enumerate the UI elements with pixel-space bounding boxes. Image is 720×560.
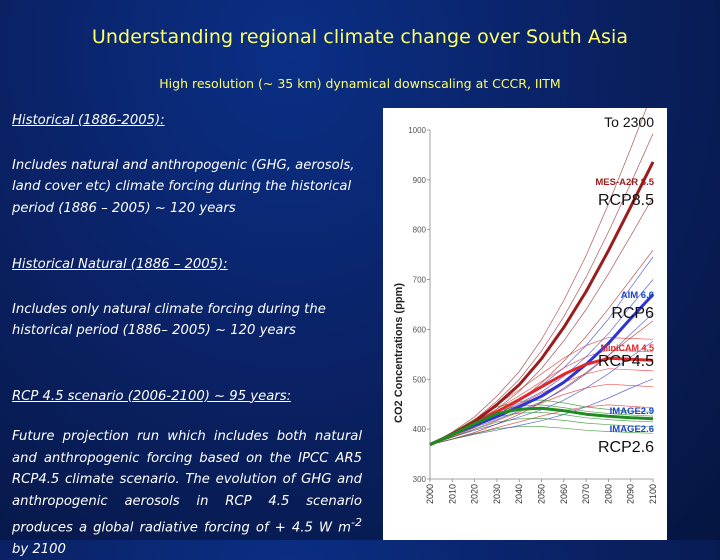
chart-series — [429, 161, 655, 446]
x-tick-label: 2090 — [626, 484, 636, 504]
x-tick-label: 2000 — [425, 484, 435, 504]
x-tick-label: 2020 — [470, 484, 480, 504]
section-heading-rcp45: RCP 4.5 scenario (2006-2100) ~ 95 years: — [12, 388, 292, 404]
section-body-historical-natural: Includes only natural climate forcing du… — [12, 301, 326, 339]
x-tick-label: 2070 — [581, 484, 591, 504]
y-tick-label: 300 — [413, 475, 427, 484]
ensemble-line-rcp6 — [429, 378, 654, 445]
co2-chart-svg: 300 400 500 600 700 800 900 1000 2000 2010 2020 203… — [393, 91, 658, 504]
chart-axes: 300 400 500 600 700 800 900 1000 2000 2010 2020 203… — [408, 126, 658, 504]
rcp45-body-text: Future projection run which includes bot… — [12, 429, 362, 536]
ensemble-line-rcp26 — [429, 399, 654, 445]
ensemble-line-rcp6 — [429, 341, 654, 445]
section-body-historical: Includes natural and anthropogenic (GHG,… — [12, 157, 355, 216]
x-tick-label: 2080 — [603, 484, 613, 504]
ensemble-line-rcp26 — [429, 418, 654, 445]
slide-title: Understanding regional climate change ov… — [91, 26, 629, 48]
ensemble-line-rcp85 — [429, 320, 654, 445]
text-column: Historical (1886-2005): Includes natural… — [12, 110, 362, 560]
ensemble-line-rcp85 — [429, 91, 654, 445]
section-heading-historical: Historical (1886-2005): — [12, 113, 165, 128]
chart-title: To 2300 — [604, 114, 654, 130]
y-tick-label: 900 — [413, 176, 427, 185]
x-tick-label: 2050 — [537, 484, 547, 504]
x-tick-label: 2040 — [514, 484, 524, 504]
section-heading-historical-natural: Historical Natural (1886 – 2005): — [12, 257, 228, 272]
label-rcp6: RCP6 — [611, 305, 654, 322]
unit-exponent: -2 — [351, 516, 362, 529]
y-tick-label: 400 — [413, 425, 427, 434]
ensemble-line-rcp85 — [429, 249, 654, 445]
x-tick-label: 2030 — [492, 484, 502, 504]
y-tick-label: 800 — [413, 226, 427, 235]
label-rcp85: RCP8.5 — [598, 192, 654, 209]
y-tick-label: 1000 — [408, 126, 426, 135]
y-axis-label: CO2 Concentrations (ppm) — [393, 283, 405, 423]
rcp45-body-end: by 2100 — [12, 541, 66, 557]
label-mes-a2r: MES-A2R 8.5 — [595, 177, 654, 188]
label-rcp26: RCP2.6 — [598, 439, 654, 456]
slide-subtitle: High resolution (~ 35 km) dynamical down… — [159, 76, 561, 91]
ensemble-line-rcp26 — [429, 426, 654, 445]
x-tick-label: 2010 — [447, 484, 457, 504]
label-rcp45: RCP4.5 — [598, 353, 654, 370]
y-tick-label: 600 — [413, 325, 427, 334]
co2-chart: 300 400 500 600 700 800 900 1000 2000 2010 2020 203… — [383, 91, 667, 540]
y-tick-label: 700 — [413, 276, 427, 285]
x-tick-label: 2060 — [559, 484, 569, 504]
series-line-rcp26 — [429, 406, 654, 446]
label-aim: AIM 6.0 — [621, 290, 654, 301]
label-minicam: MiniCAM 4.5 — [600, 343, 654, 353]
y-tick-label: 500 — [413, 375, 427, 384]
x-tick-label: 2100 — [648, 484, 658, 504]
chart-ensemble-lines — [429, 91, 654, 445]
label-image26: IMAGE2.6 — [610, 424, 654, 435]
ensemble-line-rcp6 — [429, 313, 654, 445]
label-image29: IMAGE2.9 — [610, 406, 654, 417]
